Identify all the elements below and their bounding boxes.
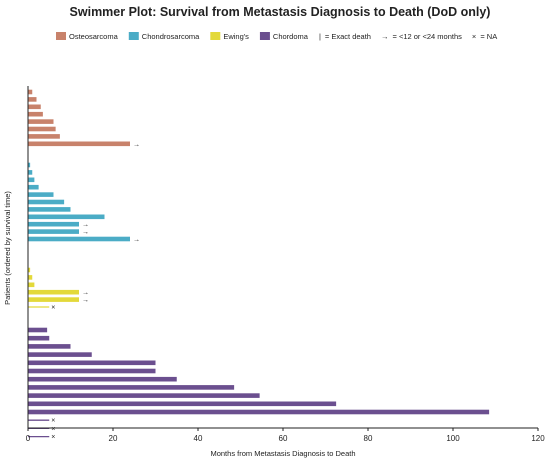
bar (28, 393, 260, 398)
legend-symbol: × (472, 32, 476, 41)
bar (28, 236, 130, 242)
legend-symbol: → (381, 32, 389, 41)
bar (28, 221, 79, 227)
bar (28, 111, 43, 117)
x-tick-label: 100 (446, 434, 460, 443)
censored-arrow-marker: → (133, 141, 140, 148)
bar (28, 282, 35, 288)
bar (28, 170, 33, 175)
bar (28, 409, 490, 415)
bar (28, 184, 39, 190)
bar (28, 275, 33, 280)
bar (28, 229, 79, 234)
bar (28, 119, 54, 124)
x-tick-label: 60 (279, 434, 288, 443)
legend-item-3: Chordoma (259, 32, 309, 41)
x-tick-label: 40 (194, 434, 203, 443)
legend-swatch (56, 32, 66, 40)
bar (28, 141, 130, 147)
bar (28, 104, 41, 110)
bar (28, 97, 37, 102)
bar (28, 267, 31, 273)
legend-item-1: Chondrosarcoma (128, 32, 200, 41)
bar (28, 207, 71, 212)
bar (28, 192, 54, 197)
legend-label: Chordoma (273, 32, 309, 41)
bar (28, 199, 65, 205)
legend-item-2: Ewing's (210, 32, 249, 41)
legend-label: = Exact death (325, 32, 371, 41)
na-marker: × (51, 305, 55, 312)
x-tick-label: 20 (109, 434, 118, 443)
bar (28, 289, 79, 295)
legend-item-4: | = Exact death (319, 32, 371, 41)
x-tick-label: 80 (364, 434, 373, 443)
series-osteosarcoma: → (28, 89, 140, 148)
legend: Osteosarcoma Chondrosarcoma Ewing's Chordom… (56, 32, 497, 41)
bar (28, 335, 50, 341)
legend-label: Ewing's (223, 32, 249, 41)
censored-arrow-marker: → (133, 237, 140, 244)
bar (28, 401, 337, 407)
legend-swatch (259, 32, 270, 40)
legend-label: = NA (480, 32, 497, 41)
censored-arrow-marker: → (82, 222, 89, 229)
censored-arrow-marker: → (82, 290, 89, 297)
legend-item-6: × = NA (472, 32, 497, 41)
legend-swatch (128, 32, 139, 40)
series-chordoma: ××× (28, 327, 490, 441)
legend-item-5: → = <12 or <24 months (381, 32, 462, 41)
censored-arrow-marker: → (82, 297, 89, 304)
bar (28, 297, 79, 302)
bar (28, 214, 105, 220)
axes-layer: 0 20 40 60 80 100 120 (26, 86, 545, 443)
bars-layer: →→→→→→×××× (28, 89, 490, 441)
legend-symbol: | (319, 32, 321, 41)
na-marker: × (51, 434, 55, 441)
y-axis-label: Patients (ordered by survival time) (3, 191, 12, 305)
bar (28, 177, 35, 183)
legend-label: Osteosarcoma (69, 32, 119, 41)
x-tick-label: 120 (531, 434, 545, 443)
bar (28, 162, 31, 168)
series-ewings: →→ × (28, 267, 89, 312)
censored-arrow-marker: → (82, 229, 89, 236)
legend-swatch (210, 32, 221, 40)
bar (28, 360, 156, 366)
legend-label: Chondrosarcoma (142, 32, 200, 41)
x-axis-label: Months from Metastasis Diagnosis to Deat… (210, 449, 355, 458)
bar (28, 368, 156, 374)
bar (28, 352, 92, 357)
x-tick-label: 0 (26, 434, 31, 443)
bar (28, 376, 177, 382)
legend-label: = <12 or <24 months (392, 32, 462, 41)
series-chondrosarcoma: →→→ (28, 162, 140, 244)
legend-item-0: Osteosarcoma (56, 32, 119, 41)
na-marker: × (51, 418, 55, 425)
chart-title: Swimmer Plot: Survival from Metastasis D… (70, 5, 491, 19)
bar (28, 327, 48, 333)
bar (28, 344, 71, 349)
na-marker: × (51, 426, 55, 433)
bar (28, 134, 60, 139)
bar (28, 385, 235, 390)
bar (28, 126, 56, 132)
bar (28, 89, 33, 95)
